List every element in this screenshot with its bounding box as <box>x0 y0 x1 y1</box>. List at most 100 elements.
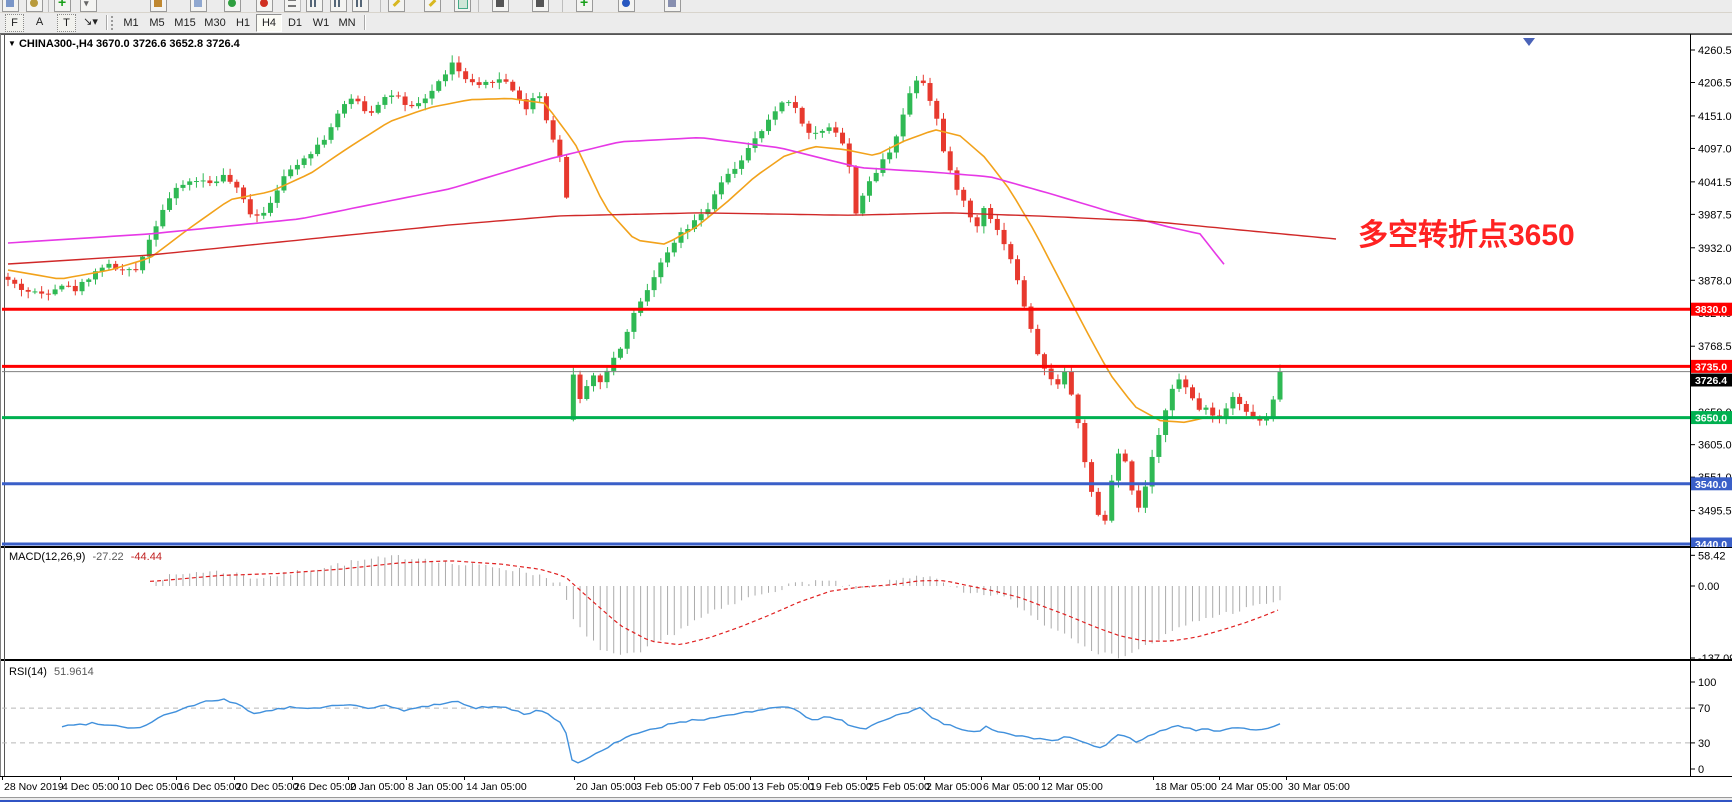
rsi-label: RSI(14) 51.9614 <box>9 666 94 678</box>
price-tick-label: 4097.0 <box>1698 143 1732 155</box>
price-tick-label: 3605.0 <box>1698 440 1732 452</box>
dropdown-icon-glyph: ▾ <box>84 0 89 8</box>
toolbar-separator <box>48 0 49 12</box>
rsi-panel[interactable]: 100 70 30 0 <box>0 660 1732 776</box>
time-axis-label: 26 Dec 05:00 <box>294 781 357 793</box>
symbol-dropdown-icon[interactable]: ▼ <box>8 39 16 48</box>
chart-ohlc-values: 3670.0 3726.6 3652.8 3726.4 <box>96 38 240 50</box>
timeframe-button-d1[interactable]: D1 <box>287 17 303 29</box>
open-file-icon[interactable] <box>190 0 207 12</box>
macd-histogram <box>155 555 1281 659</box>
chart-window: 4260.5 4206.5 4151.0 4097.0 4041.5 3987.5 3932… <box>0 33 1732 802</box>
line-chart-icon[interactable] <box>352 0 369 12</box>
bottom-window-edge <box>0 797 1732 802</box>
timeframe-button-h1[interactable]: H1 <box>235 17 251 29</box>
tile-windows-icon-glyph <box>458 0 468 9</box>
candlestick-chart-icon-glyph <box>334 0 342 7</box>
time-axis-label: 20 Dec 05:00 <box>236 781 299 793</box>
price-tick-label: 3878.0 <box>1698 275 1732 287</box>
web-icon[interactable] <box>618 0 635 12</box>
timeframe-button-m5[interactable]: M5 <box>149 17 165 29</box>
toolbar-separator <box>562 0 563 12</box>
macd-name: MACD(12,26,9) <box>9 551 86 563</box>
macd-tick-label: 58.42 <box>1698 550 1726 562</box>
timeframe-button-m30[interactable]: M30 <box>204 17 226 29</box>
time-tick <box>292 777 293 780</box>
time-tick <box>406 777 407 780</box>
market-watch-icon[interactable] <box>224 0 241 12</box>
candlestick-chart-icon[interactable] <box>330 0 347 12</box>
timeframe-button-m1[interactable]: M1 <box>123 17 139 29</box>
template-icon[interactable] <box>664 0 681 12</box>
toolbar-drag-handle[interactable] <box>111 16 116 30</box>
time-axis-label: 6 Mar 05:00 <box>983 781 1040 793</box>
zoom-icon[interactable] <box>26 0 43 12</box>
rsi-axis[interactable]: 100 70 30 0 <box>1690 677 1716 776</box>
zoom-in-icon[interactable] <box>388 0 405 12</box>
arrows-dropdown-icon[interactable]: ↘▾ <box>83 16 98 28</box>
time-tick <box>750 777 751 780</box>
time-axis-label: 2 Mar 05:00 <box>926 781 983 793</box>
new-order-icon[interactable]: + <box>54 0 71 12</box>
main-price-chart[interactable]: 4260.5 4206.5 4151.0 4097.0 4041.5 3987.5 3932… <box>0 34 1732 551</box>
time-axis-label: 24 Mar 05:00 <box>1221 781 1283 793</box>
zoom-icon-glyph <box>30 0 38 7</box>
auto-scroll-icon[interactable] <box>492 0 509 12</box>
toolbar-separator <box>380 0 381 12</box>
new-order-icon-glyph: + <box>58 0 67 10</box>
price-tick-label: 3495.5 <box>1698 506 1732 518</box>
zoom-out-icon[interactable] <box>424 0 441 12</box>
macd-panel[interactable]: 58.420.00-137.09 <box>0 547 1732 665</box>
chart-annotation-text[interactable]: 多空转折点3650 <box>1358 219 1575 252</box>
open-file-icon-glyph <box>194 0 202 7</box>
timeframe-button-mn[interactable]: MN <box>338 17 356 29</box>
time-tick <box>464 777 465 780</box>
moving-averages-layer <box>7 97 1337 424</box>
timeframe-button-h4[interactable]: H4 <box>256 14 282 32</box>
macd-tick-label: 0.00 <box>1698 581 1719 593</box>
chart-shift-marker-icon[interactable] <box>1523 38 1535 46</box>
horizontal-lines-layer[interactable] <box>2 307 1690 546</box>
price-flag-3650.0: 3650.0 <box>1695 413 1727 425</box>
time-tick <box>118 777 119 780</box>
time-axis-label: 2 Jan 05:00 <box>350 781 405 793</box>
price-tick-label: 4206.5 <box>1698 78 1732 90</box>
timeframe-button-m15[interactable]: M15 <box>174 17 196 29</box>
app-window-icon[interactable] <box>2 0 19 12</box>
time-axis-label: 25 Feb 05:00 <box>868 781 930 793</box>
time-axis-label: 30 Mar 05:00 <box>1288 781 1350 793</box>
time-axis-label: 18 Mar 05:00 <box>1155 781 1217 793</box>
bar-chart-icon[interactable] <box>306 0 323 12</box>
time-tick <box>1219 777 1220 780</box>
list-icon[interactable] <box>284 0 301 12</box>
text-icon[interactable]: A <box>35 16 44 28</box>
history-center-icon[interactable] <box>150 0 167 12</box>
tile-windows-icon[interactable] <box>454 0 471 12</box>
market-watch-icon-glyph <box>228 0 236 7</box>
add-indicator-icon[interactable]: + <box>576 0 593 12</box>
fibonacci-icon[interactable]: F <box>5 14 24 32</box>
template-icon-glyph <box>668 0 676 7</box>
list-icon-glyph <box>288 0 296 7</box>
time-axis-label: 19 Feb 05:00 <box>810 781 872 793</box>
time-tick <box>60 777 61 780</box>
price-tick-label: 4260.5 <box>1698 45 1732 57</box>
rsi-background <box>0 660 1732 776</box>
time-axis[interactable]: 28 Nov 2019 4 Dec 05:00 10 Dec 05:00 16 Dec… <box>0 776 1732 797</box>
web-icon-glyph <box>622 0 630 7</box>
panel-borders <box>0 547 1732 660</box>
time-axis-label: 7 Feb 05:00 <box>694 781 751 793</box>
toolbar-row-top: + ▾ + <box>0 0 1732 13</box>
time-tick <box>2 777 3 780</box>
timeframe-button-w1[interactable]: W1 <box>312 17 330 29</box>
chart-background <box>0 34 1732 547</box>
time-tick <box>634 777 635 780</box>
time-axis-label: 4 Dec 05:00 <box>62 781 119 793</box>
chart-symbol-period: CHINA300-,H4 <box>18 38 93 50</box>
time-tick <box>1153 777 1154 780</box>
stop-icon[interactable] <box>256 0 273 12</box>
chart-shift-icon[interactable] <box>532 0 549 12</box>
dropdown-icon[interactable]: ▾ <box>80 0 97 12</box>
rsi-line <box>61 698 1281 764</box>
text-label-icon[interactable]: T <box>57 14 76 32</box>
